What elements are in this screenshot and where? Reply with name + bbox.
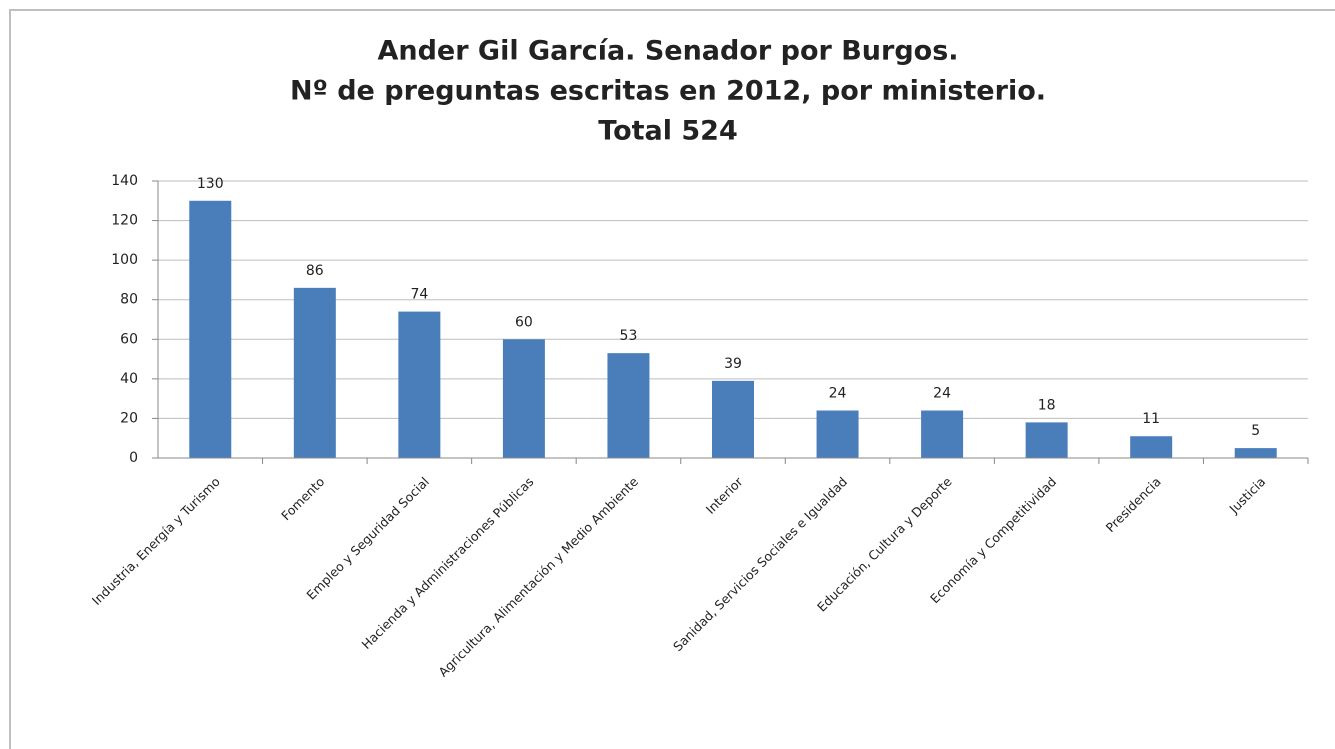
chart-title: Total 524 (598, 116, 738, 147)
bar (1025, 422, 1068, 458)
chart-title: Nº de preguntas escritas en 2012, por mi… (290, 76, 1046, 107)
y-tick-label: 100 (111, 252, 138, 268)
data-label: 24 (829, 386, 847, 402)
bar (816, 410, 859, 458)
data-label: 18 (1038, 397, 1056, 413)
data-label: 60 (515, 314, 533, 330)
y-tick-label: 40 (120, 371, 138, 387)
data-label: 130 (197, 176, 224, 192)
bar (1234, 448, 1277, 458)
bar (293, 287, 336, 458)
y-tick-label: 0 (129, 450, 138, 466)
bar (189, 200, 232, 459)
bar (398, 311, 441, 458)
data-label: 39 (724, 356, 742, 372)
chart-title: Ander Gil García. Senador por Burgos. (377, 36, 958, 67)
bar (502, 339, 545, 458)
data-label: 24 (933, 386, 951, 402)
data-label: 5 (1251, 423, 1260, 439)
data-label: 86 (306, 263, 324, 279)
bar (607, 353, 650, 458)
bar (921, 410, 964, 458)
data-label: 53 (620, 328, 638, 344)
data-label: 11 (1142, 411, 1160, 427)
y-tick-label: 80 (120, 292, 138, 308)
y-tick-label: 20 (120, 410, 138, 426)
bar (1130, 436, 1173, 458)
y-tick-label: 60 (120, 331, 138, 347)
y-tick-label: 140 (111, 173, 138, 189)
bar (712, 380, 754, 458)
y-tick-label: 120 (111, 213, 138, 229)
data-label: 74 (410, 287, 428, 303)
